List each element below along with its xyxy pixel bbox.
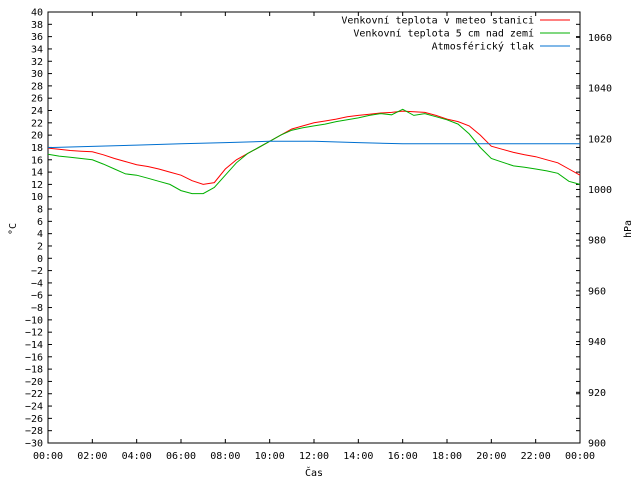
left-tick-label: −8: [31, 303, 43, 314]
left-tick-label: 22: [31, 118, 43, 129]
right-axis-title: hPa: [623, 220, 634, 238]
left-tick-label: 30: [31, 69, 43, 80]
left-tick-label: 14: [31, 168, 43, 179]
left-tick-label: 38: [31, 20, 43, 31]
legend-label: Atmosférický tlak: [432, 41, 534, 53]
x-tick-label: 08:00: [210, 451, 240, 462]
left-tick-label: 36: [31, 32, 43, 43]
left-tick-label: −6: [31, 291, 43, 302]
x-tick-label: 14:00: [343, 451, 373, 462]
left-tick-label: −12: [25, 328, 43, 339]
left-tick-label: 26: [31, 94, 43, 105]
left-tick-label: 4: [37, 229, 43, 240]
left-tick-label: 40: [31, 8, 43, 19]
x-tick-label: 02:00: [77, 451, 107, 462]
left-tick-label: 32: [31, 57, 43, 68]
x-tick-label: 20:00: [476, 451, 506, 462]
left-tick-label: 16: [31, 155, 43, 166]
x-tick-label: 00:00: [565, 451, 595, 462]
left-tick-label: 12: [31, 180, 43, 191]
x-tick-label: 22:00: [521, 451, 551, 462]
right-tick-label: 1060: [588, 33, 612, 44]
left-tick-label: −4: [31, 278, 43, 289]
left-axis: −30−28−26−24−22−20−18−16−14−12−10−8−6−4−…: [25, 8, 580, 450]
left-tick-label: −20: [25, 377, 43, 388]
right-tick-label: 1000: [588, 185, 612, 196]
x-tick-label: 12:00: [299, 451, 329, 462]
left-tick-label: 28: [31, 81, 43, 92]
x-axis: 00:00 02:00 04:00 06:00 08:00 10:00 12:00 14:00…: [33, 12, 595, 462]
left-tick-label: 8: [37, 205, 43, 216]
right-tick-label: 1040: [588, 84, 612, 95]
left-tick-label: −22: [25, 389, 43, 400]
left-tick-label: 34: [31, 44, 43, 55]
x-tick-label: 18:00: [432, 451, 462, 462]
left-tick-label: −18: [25, 365, 43, 376]
left-tick-label: −28: [25, 426, 43, 437]
legend-label: Venkovní teplota v meteo stanici: [341, 15, 534, 27]
x-tick-label: 06:00: [166, 451, 196, 462]
left-tick-label: −14: [25, 340, 43, 351]
right-tick-label: 980: [588, 236, 606, 247]
x-tick-label: 10:00: [255, 451, 285, 462]
left-tick-label: −10: [25, 315, 43, 326]
series-line-1: [47, 110, 581, 185]
left-tick-label: −16: [25, 352, 43, 363]
right-tick-label: 940: [588, 337, 606, 348]
left-tick-label: −2: [31, 266, 43, 277]
left-tick-label: −24: [25, 402, 43, 413]
x-axis-title: Čas: [305, 466, 323, 479]
series-line-3: [47, 140, 580, 149]
left-tick-label: −26: [25, 414, 43, 425]
left-tick-label: 18: [31, 143, 43, 154]
left-axis-title: °C: [8, 223, 19, 235]
left-tick-label: 24: [31, 106, 43, 117]
left-tick-label: −30: [25, 439, 43, 450]
right-tick-label: 960: [588, 286, 606, 297]
right-tick-label: 900: [588, 439, 606, 450]
series-line-2: [47, 108, 581, 195]
left-tick-label: 20: [31, 131, 43, 142]
x-tick-label: 16:00: [388, 451, 418, 462]
plot-border: [47, 11, 581, 444]
left-tick-label: 2: [37, 241, 43, 252]
right-axis: 900 920 940 960 980 1000 1020 1040 1060: [576, 33, 612, 450]
left-tick-label: 6: [37, 217, 43, 228]
right-tick-label: 1020: [588, 134, 612, 145]
right-tick-label: 920: [588, 388, 606, 399]
series-lines: [47, 108, 581, 195]
legend: Venkovní teplota v meteo staniciVenkovní…: [341, 15, 570, 53]
left-tick-label: 10: [31, 192, 43, 203]
x-tick-label: 04:00: [122, 451, 152, 462]
legend-label: Venkovní teplota 5 cm nad zemí: [353, 28, 534, 40]
left-tick-label: 0: [37, 254, 43, 265]
x-tick-label: 00:00: [33, 451, 63, 462]
plot-frame: [47, 11, 581, 444]
